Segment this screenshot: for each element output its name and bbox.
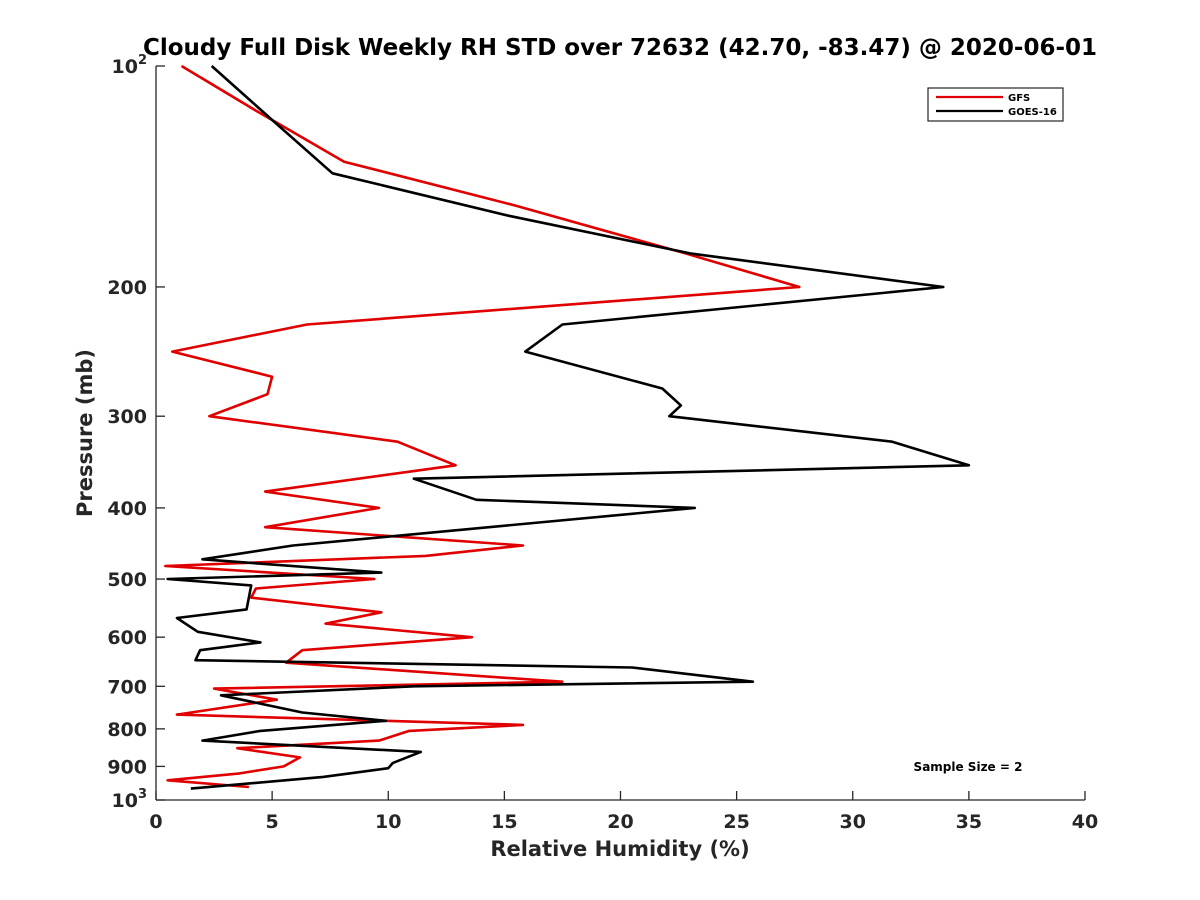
y-tick-label: 102 xyxy=(112,53,148,78)
legend-box xyxy=(927,87,1064,122)
chart-title: Cloudy Full Disk Weekly RH STD over 7263… xyxy=(143,35,1097,61)
legend-label-gfs: GFS xyxy=(1008,93,1030,104)
series-line-gfs xyxy=(164,64,801,789)
x-tick-label: 0 xyxy=(149,811,162,833)
x-axis-ticks: 0 5 10 15 20 25 30 35 40 xyxy=(149,791,1098,833)
y-tick-label: 600 xyxy=(107,627,147,649)
x-tick-label: 25 xyxy=(723,811,749,833)
y-tick-label: 800 xyxy=(107,719,147,741)
y-tick-label: 300 xyxy=(107,406,147,428)
x-tick-label: 10 xyxy=(375,811,401,833)
x-tick-label: 30 xyxy=(840,811,866,833)
x-tick-label: 5 xyxy=(266,811,279,833)
x-tick-label: 20 xyxy=(607,811,633,833)
legend-label-goes16: GOES-16 xyxy=(1008,107,1057,118)
x-tick-label: 40 xyxy=(1072,811,1098,833)
y-tick-label: 700 xyxy=(107,676,147,698)
y-axis-ticks: 102 200 300 400 500 600 700 800 900 103 xyxy=(107,53,165,812)
legend: GFS GOES-16 xyxy=(927,87,1064,122)
y-tick-label: 200 xyxy=(107,277,147,299)
y-tick-label: 900 xyxy=(107,756,147,778)
y-tick-label: 400 xyxy=(107,498,147,520)
x-axis-label: Relative Humidity (%) xyxy=(490,837,749,861)
series-line-goes16 xyxy=(166,65,971,790)
series-layer xyxy=(164,64,971,790)
x-tick-label: 15 xyxy=(491,811,517,833)
y-tick-label: 103 xyxy=(112,787,148,812)
y-tick-label: 500 xyxy=(107,569,147,591)
y-axis-label: Pressure (mb) xyxy=(73,349,97,517)
sample-size-annotation: Sample Size = 2 xyxy=(914,760,1023,774)
x-tick-label: 35 xyxy=(956,811,982,833)
